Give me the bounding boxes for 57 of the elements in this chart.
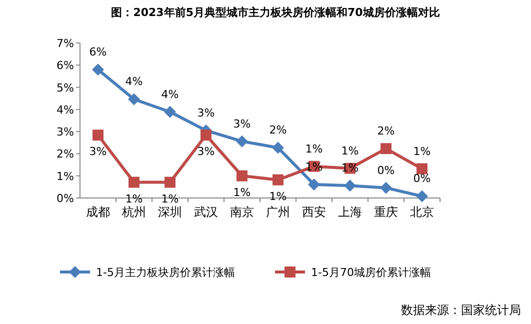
- data-label: 0%: [377, 164, 395, 177]
- legend-label: 1-5月70城房价累计涨幅: [311, 266, 431, 279]
- legend-label: 1-5月主力板块房价累计涨幅: [96, 266, 235, 279]
- data-label: 1%: [305, 142, 323, 156]
- y-tick-label: 6%: [56, 59, 74, 72]
- data-label: 2%: [377, 124, 395, 138]
- y-tick-label: 1%: [56, 170, 74, 183]
- data-label: 1%: [161, 192, 179, 206]
- data-label: 1%: [125, 192, 143, 206]
- y-tick-label: 2%: [56, 148, 74, 161]
- point: [380, 182, 392, 194]
- x-tick-label: 西安: [302, 205, 326, 219]
- point: [200, 130, 212, 141]
- point: [128, 93, 140, 106]
- point: [416, 190, 428, 202]
- x-tick-label: 南京: [230, 205, 254, 219]
- data-label: 0%: [413, 172, 431, 186]
- point: [308, 178, 320, 190]
- x-tick-label: 杭州: [121, 205, 146, 219]
- point: [128, 176, 140, 188]
- point: [380, 143, 392, 154]
- point: [236, 135, 248, 148]
- data-label: 3%: [233, 117, 251, 130]
- data-label: 1%: [269, 190, 287, 203]
- data-label: 2%: [269, 124, 287, 137]
- x-tick-label: 重庆: [374, 205, 398, 219]
- data-label: 3%: [89, 145, 107, 158]
- point: [344, 180, 356, 192]
- x-tick-label: 上海: [338, 205, 362, 219]
- x-tick-label: 武汉: [194, 205, 218, 219]
- data-label: 3%: [197, 106, 215, 120]
- point: [92, 130, 104, 141]
- x-tick-label: 成都: [86, 205, 110, 219]
- y-tick-label: 7%: [56, 37, 74, 50]
- source-note: 数据来源：国家统计局: [401, 303, 521, 317]
- x-tick-label: 深圳: [158, 205, 182, 219]
- data-label: 1%: [413, 144, 431, 158]
- data-label: 4%: [161, 88, 179, 101]
- data-label: 1%: [341, 144, 359, 158]
- chart-title: 图：2023年前5月典型城市主力板块房价涨幅和70城房价涨幅对比: [111, 6, 440, 19]
- y-tick-label: 4%: [56, 103, 74, 116]
- x-tick-label: 广州: [266, 205, 290, 219]
- data-label: 4%: [125, 75, 143, 88]
- x-tick-label: 北京: [410, 205, 434, 219]
- data-label: 6%: [89, 46, 107, 59]
- point: [92, 64, 104, 76]
- point: [416, 163, 428, 174]
- point: [164, 106, 176, 118]
- point: [272, 142, 284, 154]
- data-label: 1%: [233, 186, 251, 199]
- data-label: 3%: [197, 145, 215, 158]
- y-tick-label: 5%: [56, 81, 74, 94]
- y-tick-label: 0%: [56, 192, 74, 205]
- point: [164, 176, 176, 188]
- point: [236, 170, 248, 182]
- point: [272, 174, 284, 186]
- y-tick-label: 3%: [56, 126, 74, 139]
